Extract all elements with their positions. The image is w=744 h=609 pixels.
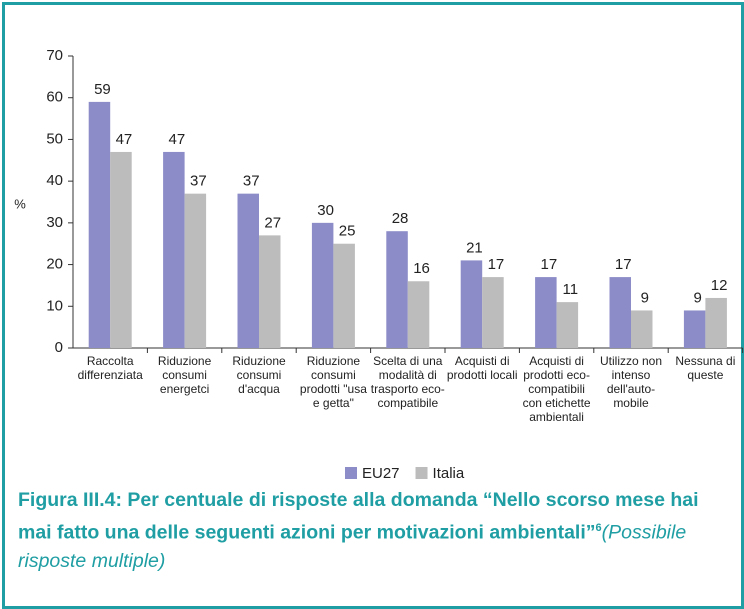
legend-swatch xyxy=(345,467,357,479)
value-label: 17 xyxy=(541,256,558,273)
value-label: 47 xyxy=(169,131,186,148)
x-tick-label: Acquisti di prodotti locali xyxy=(446,354,518,382)
value-label: 9 xyxy=(693,289,701,306)
y-tick-label: 30 xyxy=(46,214,63,231)
bar xyxy=(333,243,355,348)
x-tick-label: Raccolta differenziata xyxy=(77,354,143,382)
value-label: 9 xyxy=(641,289,649,306)
caption: Figura III.4: Per centuale di risposte a… xyxy=(18,486,730,575)
legend-swatch xyxy=(415,467,428,479)
bar xyxy=(482,277,504,348)
bar xyxy=(386,231,408,348)
value-label: 30 xyxy=(317,202,334,219)
legend-label: Italia xyxy=(433,465,465,482)
y-tick-label: 10 xyxy=(46,297,63,314)
bar xyxy=(705,297,727,348)
chart-title: Figura III.4: Per centuale di risposte a… xyxy=(18,489,699,544)
x-tick-label: Riduzione consumi d'acqua xyxy=(232,354,286,396)
bar xyxy=(683,310,706,348)
y-tick-label: 60 xyxy=(46,89,63,106)
y-tick-label: 70 xyxy=(46,47,63,64)
value-label: 25 xyxy=(339,223,356,240)
value-label: 37 xyxy=(243,173,260,190)
value-label: 47 xyxy=(116,131,133,148)
bar xyxy=(237,193,259,348)
footnote-mark: 6 xyxy=(595,522,602,534)
bar xyxy=(556,302,579,348)
bar xyxy=(184,193,207,348)
value-label: 17 xyxy=(615,256,632,273)
x-tick-label: Scelta di una modalità di trasporto eco-… xyxy=(370,354,445,410)
bar xyxy=(259,235,281,348)
legend-label: EU27 xyxy=(362,465,400,482)
y-tick-label: 40 xyxy=(46,172,63,189)
value-label: 59 xyxy=(94,81,111,98)
bar xyxy=(631,310,653,348)
value-label: 16 xyxy=(413,260,430,277)
bar xyxy=(88,101,111,348)
bar xyxy=(110,151,132,348)
bar xyxy=(535,277,557,348)
bar xyxy=(163,151,185,348)
value-label: 27 xyxy=(264,214,281,231)
y-tick-label: 50 xyxy=(46,130,63,147)
bar xyxy=(311,222,334,348)
x-tick-label: Riduzione consumi prodotti "usa e getta" xyxy=(299,354,367,410)
x-tick-label: Utilizzo non intenso dell'auto-mobile xyxy=(599,354,663,410)
y-tick-label: 20 xyxy=(46,256,63,273)
value-label: 12 xyxy=(711,277,728,294)
value-label: 11 xyxy=(563,281,579,298)
x-tick-label: Nessuna di queste xyxy=(675,354,736,382)
bar xyxy=(609,277,631,348)
bar xyxy=(460,260,483,348)
value-label: 17 xyxy=(488,256,505,273)
x-tick-label: Riduzione consumi energetci xyxy=(157,354,212,396)
y-axis-label: % xyxy=(14,196,26,211)
value-label: 21 xyxy=(466,239,483,256)
value-label: 28 xyxy=(392,210,409,227)
x-tick-label: Acquisti di prodotti eco-compatibili con… xyxy=(522,354,591,424)
subtitle: (Possibile risposte multiple) xyxy=(18,521,687,572)
bar xyxy=(407,281,430,348)
y-tick-label: 0 xyxy=(55,339,63,356)
value-label: 37 xyxy=(190,173,207,190)
